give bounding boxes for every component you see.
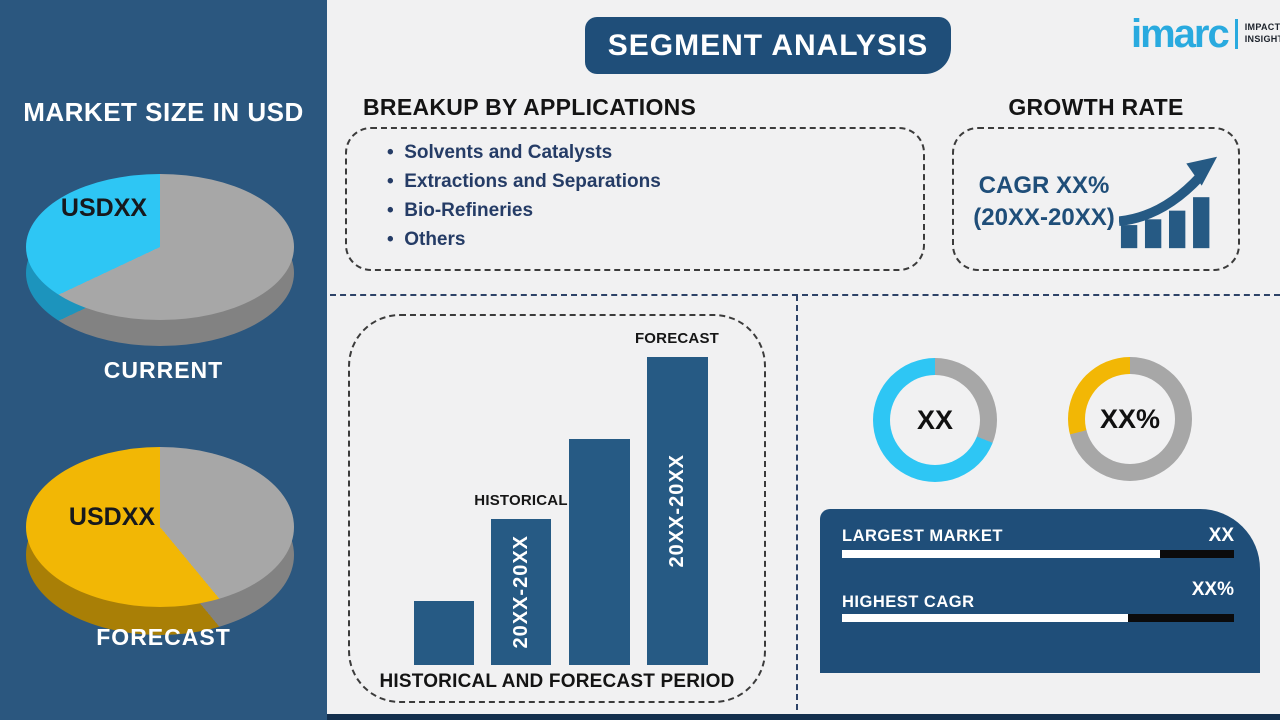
sidebar-title: MARKET SIZE IN USD [23,97,304,127]
bar-annotation-historical: HISTORICAL [474,492,568,509]
period-chart-panel: 20XX-20XX 20XX-20XX HISTORICAL FORECAST … [348,314,766,703]
bar-annotation-forecast: FORECAST [634,330,720,347]
largest-market-progress-fill [842,550,1160,558]
application-list-item: Extractions and Separations [387,167,923,196]
largest-market-donut: XX [873,358,997,482]
current-pie-slice-label: USDXX [60,194,148,222]
logo-tagline: IMPACTFUL INSIGHTS [1245,22,1280,45]
largest-market-donut-value: XX [916,404,954,435]
highest-cagr-progress [842,614,1234,622]
application-list-item: Solvents and Catalysts [387,138,923,167]
sidebar: MARKET SIZE IN USD USDXX CURRENT USDXX F… [0,0,327,720]
logo-tagline-line1: IMPACTFUL [1244,22,1280,33]
section-divider-vertical [796,295,798,720]
page-title: SEGMENT ANALYSIS [585,17,951,74]
logo-tagline-line2: INSIGHTS [1244,34,1280,44]
period-bar-4-forecast: 20XX-20XX [647,357,708,665]
largest-market-label: LARGEST MARKET [842,527,1003,545]
logo-separator [1234,19,1238,49]
period-bars-area: 20XX-20XX 20XX-20XX HISTORICAL FORECAST [350,330,764,665]
period-bar-3 [569,439,630,665]
period-bar-2-historical: 20XX-20XX [491,519,551,665]
highest-cagr-label: HIGHEST CAGR [842,593,975,611]
application-list-item: Others [387,225,923,254]
section-divider-horizontal [330,294,1280,296]
historical-range-text: 20XX-20XX [509,535,532,649]
current-pie-caption: CURRENT [103,357,224,383]
imarc-logo: imarc IMPACTFUL INSIGHTS [1131,12,1280,56]
application-list-item: Bio-Refineries [387,196,923,225]
forecast-pie-surface [26,447,294,607]
bottom-accent-strip [327,714,1280,720]
applications-list: Solvents and Catalysts Extractions and S… [387,138,923,254]
largest-market-progress [842,550,1234,558]
applications-heading: BREAKUP BY APPLICATIONS [363,94,697,120]
highest-cagr-value: XX% [1191,579,1234,600]
forecast-pie-chart: USDXX [26,447,294,639]
highest-cagr-donut-value: XX% [1099,403,1161,434]
metrics-panel: LARGEST MARKET XX HIGHEST CAGR XX% [820,509,1260,673]
applications-panel: Solvents and Catalysts Extractions and S… [345,127,925,271]
cagr-text: CAGR XX% (20XX-20XX) [973,170,1114,234]
forecast-pie-caption: FORECAST [96,624,231,650]
forecast-range-text: 20XX-20XX [666,454,688,568]
largest-market-value: XX [1208,525,1234,546]
period-chart-caption: HISTORICAL AND FORECAST PERIOD [379,671,735,692]
forecast-pie-slice-label: USDXX [68,503,156,531]
logo-brand-text: imarc [1131,12,1230,56]
highest-cagr-donut: XX% [1068,357,1192,481]
growth-trend-icon [1118,156,1217,249]
cagr-value-line: CAGR XX% [978,172,1110,199]
current-pie-surface [26,174,294,320]
current-pie-chart: USDXX [26,174,294,350]
highest-cagr-progress-fill [842,614,1129,622]
growth-rate-panel: CAGR XX% (20XX-20XX) [952,127,1240,271]
period-bar-1 [414,601,474,665]
growth-rate-heading: GROWTH RATE [1008,94,1184,120]
cagr-period-line: (20XX-20XX) [973,204,1115,231]
